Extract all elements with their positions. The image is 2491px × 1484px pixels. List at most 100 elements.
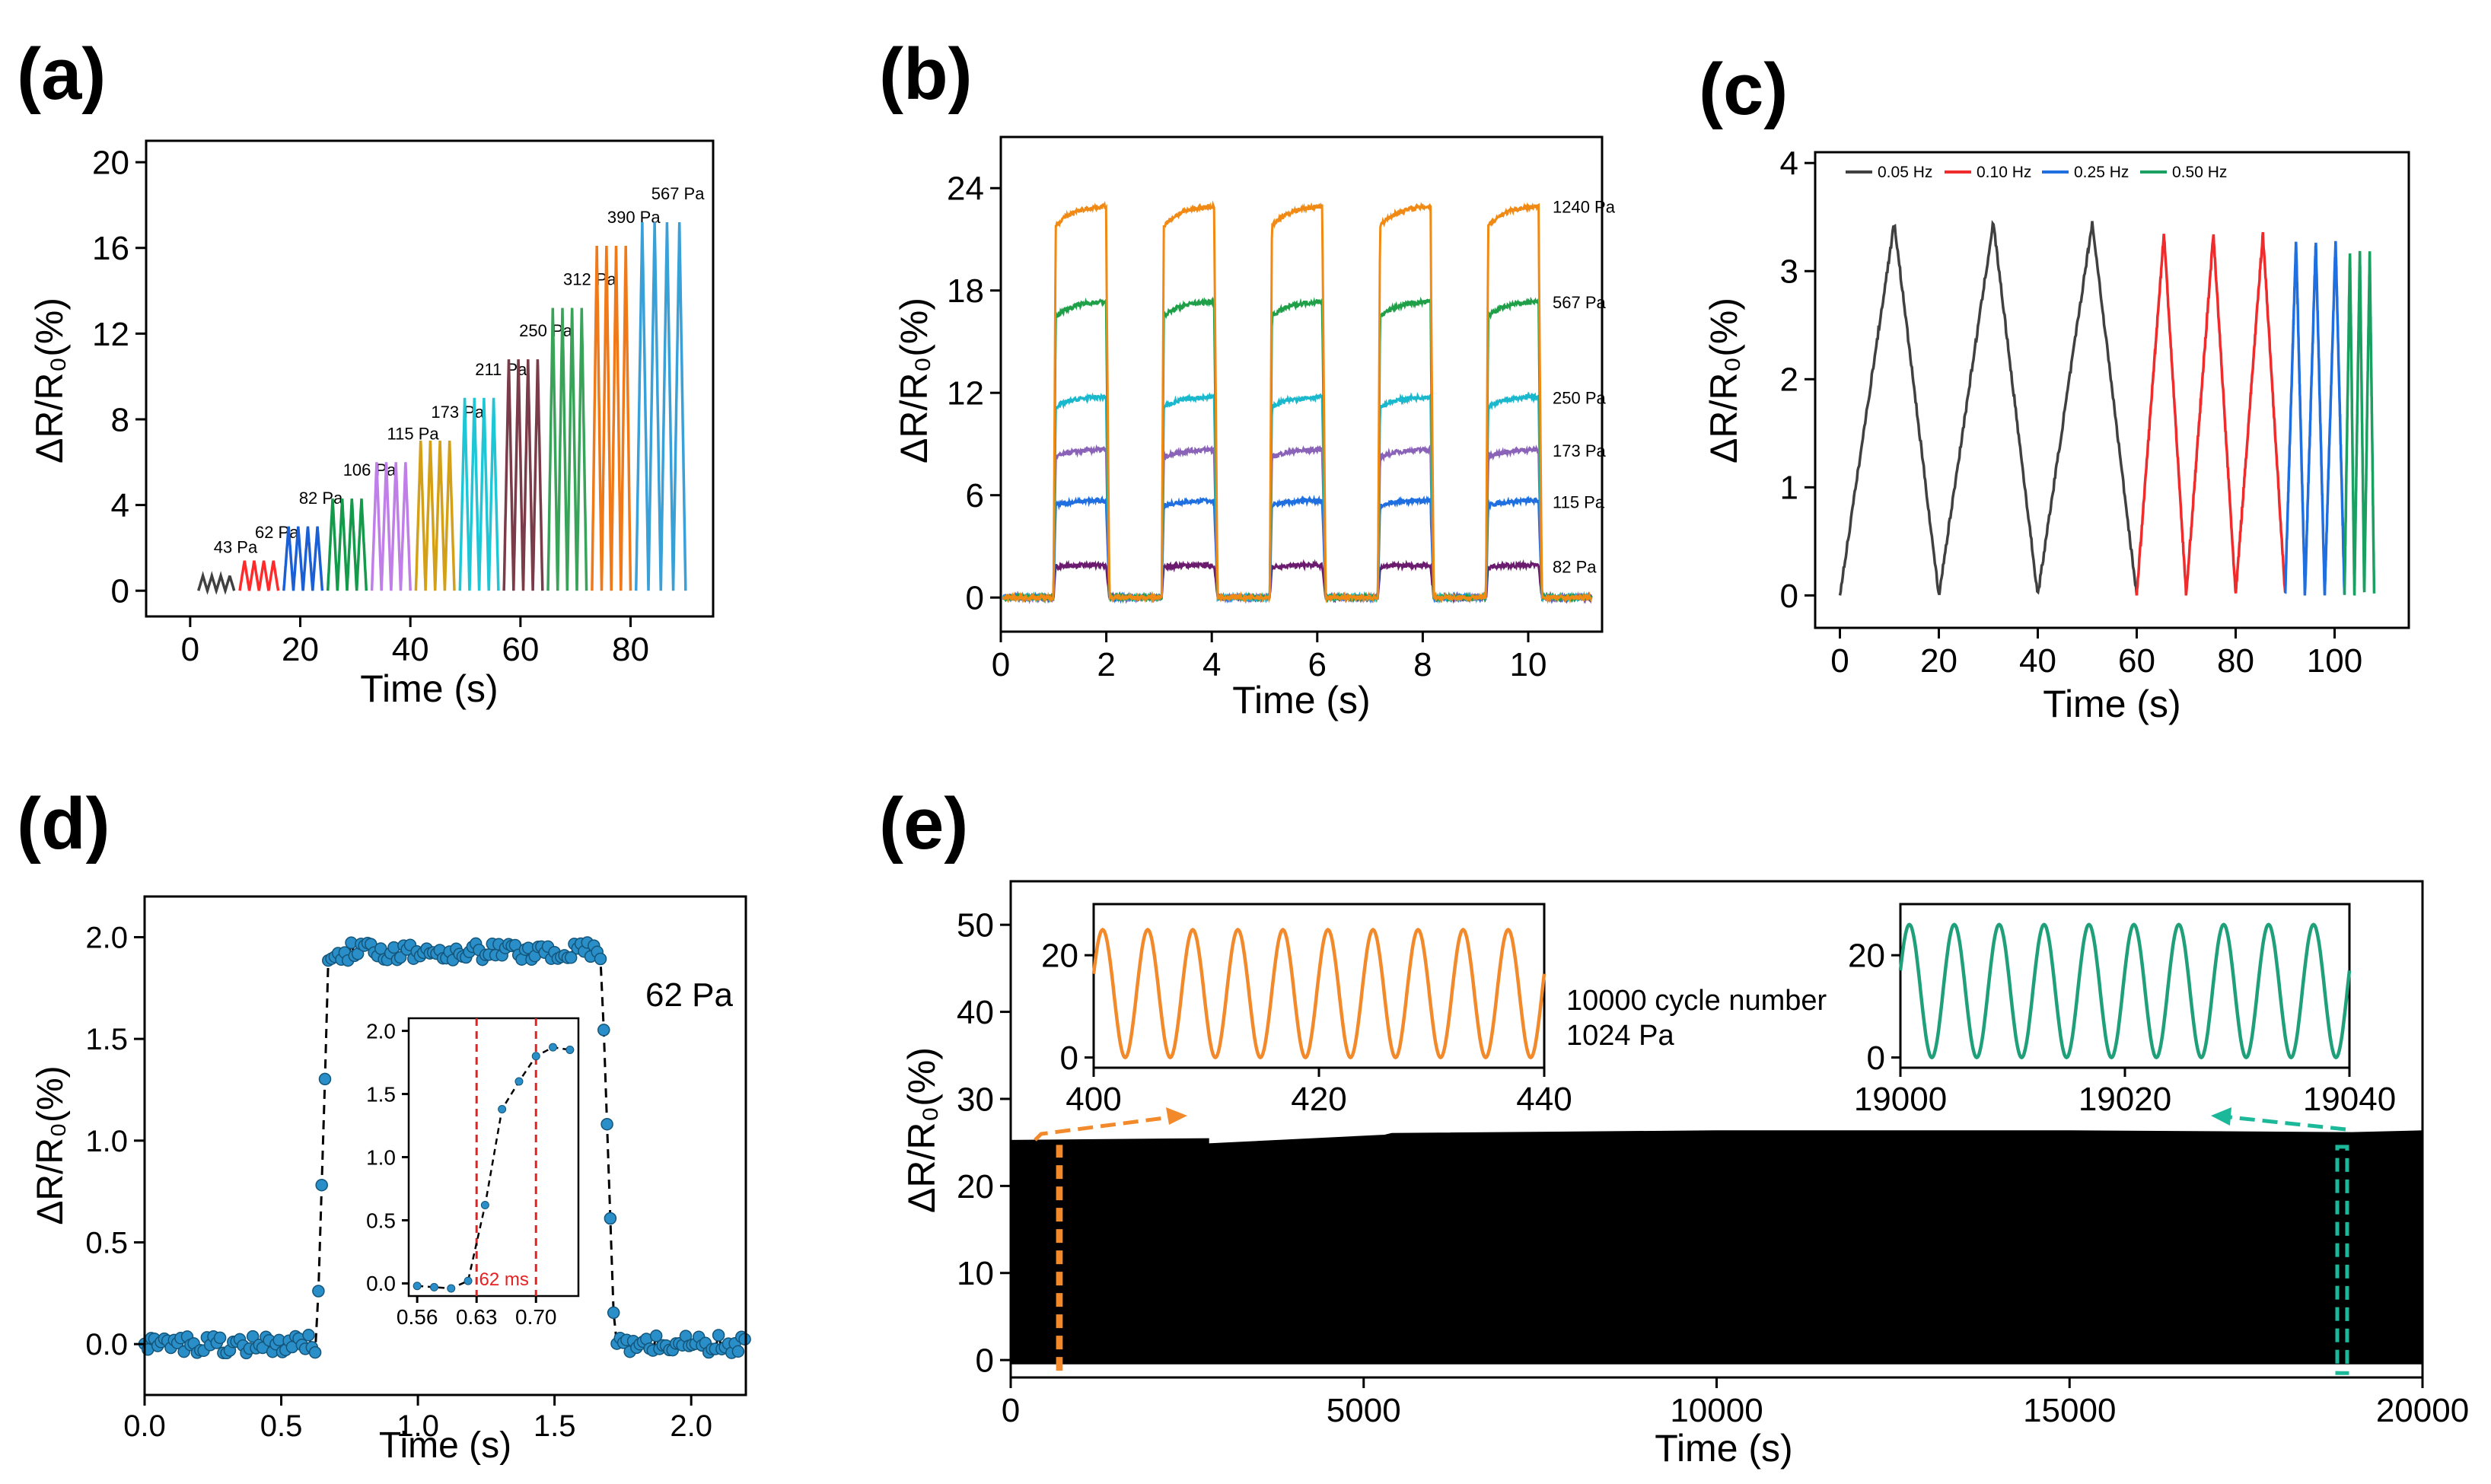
- panel-a-ytick-label-5: 20: [92, 145, 129, 182]
- panel-d-inset-point-6: [514, 1077, 524, 1086]
- panel-d-point-175: [712, 1329, 725, 1342]
- panel-a-series-10: [634, 221, 687, 591]
- panel-d-inset-ytick-label-1: 0.5: [366, 1209, 396, 1232]
- panel-e-arrow-right-line: [2229, 1115, 2346, 1132]
- panel-a-series-label-1: 62 Pa: [255, 523, 299, 542]
- panel-b-ytick-label-2: 12: [947, 375, 984, 412]
- panel-e-annotation-line2: 1024 Pa: [1566, 1020, 1674, 1052]
- panel-a-xlabel: Time (s): [360, 667, 498, 710]
- panel-e-inset-right-xtick-label-0: 19000: [1854, 1081, 1947, 1118]
- panel-c-xlabel: Time (s): [2043, 683, 2180, 725]
- panel-e-inset-right-ytick-label-0: 0: [1867, 1040, 1885, 1077]
- panel-a-series-1: [238, 560, 280, 591]
- panel-e-chart: 0 5000 10000 15000 20000 0 10 20 30 40 50 400 420 44…: [900, 880, 2469, 1470]
- panel-e-ytick-label-5: 50: [957, 907, 994, 944]
- panel-a-series-5: [414, 441, 456, 591]
- panel-d-inset-frame: [407, 1017, 580, 1298]
- panel-e-xtick-label-0: 0: [1002, 1392, 1020, 1429]
- panel-b-ylabel: ΔR/R₀(%): [893, 298, 935, 463]
- panel-c-series-3: [2343, 250, 2376, 596]
- panel-c-ytick-label-4: 4: [1780, 145, 1798, 183]
- panel-b-series-3: [1002, 391, 1593, 604]
- panel-d-inset-point-0: [413, 1282, 422, 1291]
- panel-b-xtick-label-5: 10: [1510, 646, 1547, 683]
- panel-a-series-label-7: 250 Pa: [519, 321, 572, 340]
- panel-a-series-7: [502, 359, 544, 591]
- panel-e-arrow-left-head: [1166, 1107, 1187, 1125]
- panel-c-series-1: [2135, 231, 2287, 596]
- panel-e-xlabel: Time (s): [1655, 1427, 1792, 1470]
- panel-b-series-label-1: 115 Pa: [1553, 492, 1605, 511]
- panel-e-zoom-box-right: [2335, 1145, 2349, 1375]
- panel-e-zoom-box-left: [1056, 1145, 1063, 1375]
- panel-e-ytick-label-3: 30: [957, 1081, 994, 1118]
- panel-c-ytick-label-0: 0: [1780, 578, 1798, 615]
- panel-a-series-0: [197, 571, 236, 595]
- panel-d-point-143: [607, 1306, 620, 1320]
- panel-d-ytick-label-1: 0.5: [85, 1226, 128, 1259]
- panel-c-ytick-label-3: 3: [1780, 253, 1798, 291]
- panel-c-legend-label-1: 0.10 Hz: [1977, 164, 2031, 181]
- panel-c-legend-label-3: 0.50 Hz: [2172, 164, 2227, 181]
- panel-b-xtick-label-3: 6: [1308, 646, 1327, 683]
- panel-label-b: (b): [879, 33, 973, 115]
- panel-d-inset-line: [417, 1046, 571, 1290]
- panel-d-ytick-label-2: 1.0: [85, 1125, 128, 1158]
- panel-c-ylabel: ΔR/R₀(%): [1703, 298, 1745, 463]
- panel-b-series-label-3: 250 Pa: [1553, 389, 1606, 408]
- panel-b-series-label-2: 173 Pa: [1553, 441, 1606, 460]
- panel-d-xtick-label-0: 0.0: [123, 1409, 166, 1443]
- panel-e-xtick-label-1: 5000: [1327, 1392, 1401, 1429]
- panel-b-ytick-label-0: 0: [966, 580, 984, 617]
- panel-a-ytick-label-3: 12: [92, 316, 129, 353]
- panel-d-inset-point-8: [549, 1043, 558, 1052]
- panel-e-xtick-label-2: 10000: [1670, 1392, 1763, 1429]
- panel-e-xtick-label-3: 15000: [2023, 1392, 2116, 1429]
- panel-d-inset-annotation: 62 ms: [479, 1269, 529, 1290]
- panel-a-series-9: [591, 245, 632, 591]
- panel-b-ytick-label-3: 18: [947, 272, 984, 310]
- panel-label-d: (d): [17, 783, 110, 865]
- panel-d-point-53: [312, 1285, 325, 1298]
- panel-a-series-label-0: 43 Pa: [214, 538, 258, 557]
- panel-a-series-8: [546, 307, 588, 591]
- panel-a-series-label-5: 173 Pa: [431, 403, 484, 422]
- panel-e-inset-left-ytick-label-0: 0: [1060, 1040, 1078, 1077]
- panel-a-ytick-label-4: 16: [92, 230, 129, 267]
- panel-e-inset-left-ytick-label-1: 20: [1041, 938, 1078, 975]
- panel-c-series-2: [2283, 240, 2346, 596]
- panel-e-inset-left-xtick-label-1: 420: [1291, 1081, 1346, 1118]
- panel-d-xtick-label-3: 1.5: [534, 1409, 576, 1443]
- panel-d-inset-point-9: [565, 1045, 575, 1054]
- panel-c-series-0: [1838, 219, 2139, 596]
- panel-d-point-130: [564, 951, 578, 964]
- panel-e-inset-right-xtick-label-1: 19020: [2078, 1081, 2171, 1118]
- panel-a-series-label-2: 82 Pa: [299, 489, 343, 508]
- panel-d-xtick-label-1: 0.5: [260, 1409, 303, 1443]
- panel-d-ytick-label-3: 1.5: [85, 1023, 128, 1056]
- panel-d-point-139: [594, 952, 607, 966]
- panel-e-signal-envelope: [1010, 1130, 2423, 1365]
- panel-d-xlabel: Time (s): [379, 1425, 511, 1466]
- panel-b-xtick-label-0: 0: [992, 646, 1010, 683]
- panel-a-series-4: [370, 462, 412, 591]
- panel-b-series-label-4: 567 Pa: [1553, 293, 1606, 312]
- panel-e-inset-left-xtick-label-2: 440: [1516, 1081, 1572, 1118]
- panel-d-point-54: [315, 1178, 328, 1192]
- panel-e-ytick-label-1: 10: [957, 1255, 994, 1292]
- panel-d-inset-xtick-label-1: 0.63: [456, 1305, 498, 1329]
- panel-a-xtick-label-2: 40: [392, 631, 429, 668]
- panel-b-series-4: [1002, 296, 1593, 604]
- panel-d-inset-point-4: [480, 1201, 489, 1210]
- panel-a-xtick-label-0: 0: [181, 631, 199, 668]
- panel-c-xtick-label-0: 0: [1830, 642, 1849, 680]
- panel-d-inset-point-3: [463, 1276, 473, 1285]
- panel-b-ytick-label-4: 24: [947, 170, 984, 208]
- panel-e-inset-left-series: [1091, 928, 1547, 1060]
- panel-b-ytick-label-1: 6: [966, 477, 984, 514]
- panel-a-series-label-10: 567 Pa: [651, 184, 705, 203]
- panel-a-xtick-label-3: 60: [502, 631, 539, 668]
- panel-e-arrow-left-line: [1034, 1115, 1171, 1142]
